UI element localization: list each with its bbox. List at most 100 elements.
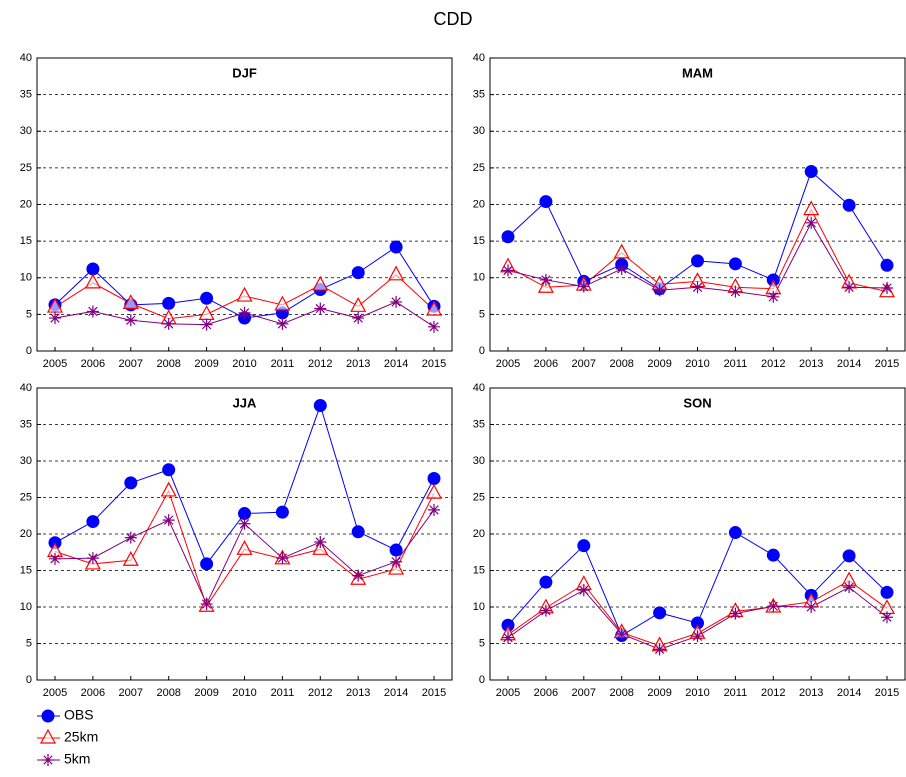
y-tick-label: 40 (20, 382, 32, 394)
x-tick-label: 2009 (194, 687, 218, 699)
point-marker (691, 254, 704, 268)
point-marker (615, 628, 628, 641)
point-marker (880, 258, 894, 272)
point-marker (314, 302, 327, 315)
point-marker (314, 536, 327, 549)
x-tick-label: 2006 (534, 687, 558, 699)
point-marker (577, 280, 590, 293)
point-marker (577, 584, 590, 597)
point-marker (86, 262, 100, 276)
legend-label: 25km (64, 729, 98, 745)
x-tick-label: 2005 (43, 687, 67, 699)
point-marker (613, 243, 630, 259)
y-tick-label: 35 (473, 418, 485, 430)
x-tick-label: 2008 (609, 358, 633, 370)
y-tick-label: 0 (26, 674, 32, 686)
point-marker (122, 551, 139, 566)
point-marker (124, 314, 137, 327)
point-marker (275, 505, 289, 519)
y-tick-label: 40 (473, 52, 485, 64)
x-tick-label: 2013 (346, 358, 370, 370)
x-tick-label: 2014 (837, 687, 861, 699)
x-tick-label: 2015 (422, 687, 446, 699)
point-marker (162, 514, 175, 527)
x-tick-label: 2009 (647, 687, 671, 699)
x-tick-label: 2008 (156, 358, 180, 370)
panel-title: MAM (682, 65, 713, 80)
point-marker (124, 531, 137, 544)
y-tick-label: 25 (473, 162, 485, 174)
point-marker (691, 630, 704, 643)
point-marker (502, 264, 514, 277)
point-marker (86, 515, 100, 529)
x-tick-label: 2013 (799, 687, 823, 699)
point-marker (766, 548, 780, 562)
point-marker (425, 300, 443, 316)
y-tick-label: 0 (479, 345, 485, 357)
x-tick-label: 2006 (81, 687, 105, 699)
x-tick-label: 2010 (232, 687, 256, 699)
x-tick-label: 2007 (572, 358, 596, 370)
y-tick-label: 30 (20, 125, 32, 137)
x-tick-label: 2013 (799, 358, 823, 370)
x-tick-label: 2012 (308, 358, 332, 370)
y-tick-label: 5 (479, 637, 485, 649)
point-marker (805, 216, 818, 229)
x-tick-label: 2009 (194, 358, 218, 370)
point-marker (653, 284, 666, 297)
x-tick-label: 2012 (761, 358, 785, 370)
point-marker (881, 282, 893, 295)
point-marker (238, 507, 251, 521)
point-marker (389, 240, 403, 254)
point-marker (350, 297, 367, 312)
legend-label: OBS (64, 707, 94, 723)
x-tick-label: 2014 (384, 358, 408, 370)
x-tick-label: 2014 (384, 687, 408, 699)
point-marker (389, 543, 403, 557)
point-marker (49, 312, 61, 325)
legend-marker (39, 728, 57, 744)
point-marker (312, 275, 329, 291)
y-tick-label: 10 (473, 601, 485, 613)
x-tick-label: 2007 (572, 687, 596, 699)
point-marker (200, 291, 214, 305)
point-marker (236, 286, 253, 302)
point-marker (427, 472, 441, 486)
x-tick-label: 2010 (232, 358, 256, 370)
series-line (507, 170, 888, 290)
panel-title: SON (683, 395, 711, 410)
x-tick-label: 2009 (647, 358, 671, 370)
y-tick-label: 40 (473, 382, 485, 394)
point-marker (539, 195, 553, 209)
x-tick-label: 2011 (724, 687, 748, 699)
y-tick-label: 15 (20, 235, 32, 247)
point-marker (162, 296, 176, 310)
point-marker (162, 317, 175, 330)
point-marker (729, 607, 742, 620)
point-marker (767, 600, 780, 613)
point-marker (428, 503, 440, 516)
x-tick-label: 2006 (534, 358, 558, 370)
point-marker (428, 320, 440, 333)
point-marker (804, 165, 818, 179)
point-marker (805, 601, 818, 613)
y-tick-label: 20 (473, 198, 485, 210)
point-marker (767, 290, 780, 303)
point-marker (615, 262, 628, 275)
point-marker (388, 265, 405, 281)
point-marker (502, 631, 514, 644)
x-tick-label: 2008 (156, 687, 180, 699)
point-marker (539, 575, 553, 589)
x-tick-label: 2007 (119, 358, 143, 370)
y-tick-label: 10 (473, 272, 485, 284)
y-tick-label: 20 (473, 528, 485, 540)
y-tick-label: 30 (473, 125, 485, 137)
point-marker (352, 569, 365, 582)
x-tick-label: 2011 (724, 358, 748, 370)
x-tick-label: 2010 (685, 687, 709, 699)
point-marker (390, 555, 403, 568)
y-tick-label: 30 (20, 455, 32, 467)
point-marker (880, 585, 894, 599)
y-tick-label: 10 (20, 272, 32, 284)
